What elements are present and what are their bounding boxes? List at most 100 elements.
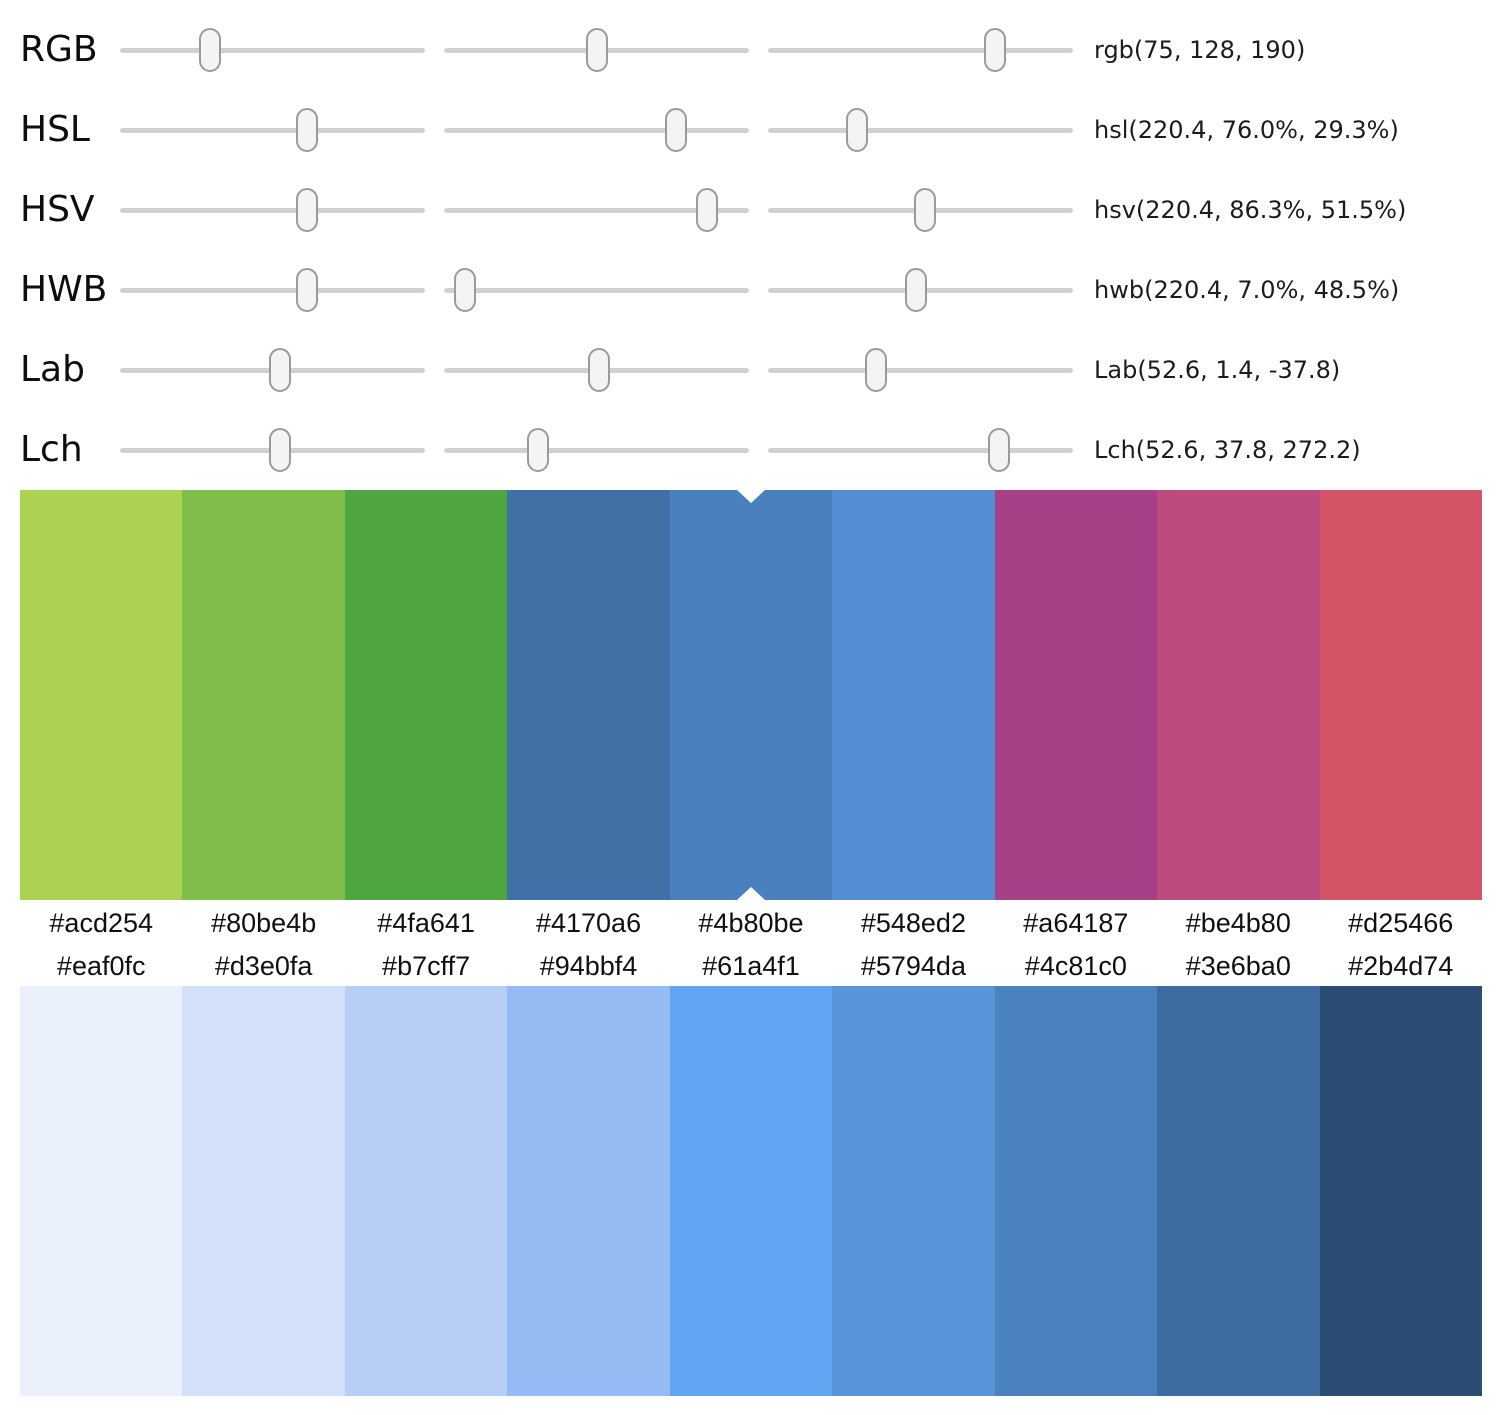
- shade-hex-label-1: #d3e0fa: [214, 950, 313, 981]
- hue-swatch-2[interactable]: [344, 490, 508, 900]
- shade-swatch-7[interactable]: [1157, 986, 1320, 1396]
- slider-row: HSV hsv(220.4, 86.3%, 51.5%): [0, 170, 1501, 250]
- lab-slider-handle-2[interactable]: [864, 348, 887, 392]
- hsl-slider-track-0[interactable]: [120, 108, 425, 152]
- shade-swatch-8[interactable]: [1319, 986, 1482, 1396]
- lab-slider-track-1[interactable]: [444, 348, 749, 392]
- rgb-slider-track-2[interactable]: [768, 28, 1073, 72]
- slider-row: Lab Lab(52.6, 1.4, -37.8): [0, 330, 1501, 410]
- hue-swatch-4[interactable]: [669, 490, 833, 900]
- shade-swatch-5[interactable]: [832, 986, 995, 1396]
- selected-swatch-notch-top: [737, 490, 765, 503]
- slider-track-group: [120, 428, 1073, 472]
- hue-swatch-3[interactable]: [507, 490, 670, 900]
- hue-hex-label-2: #4fa641: [377, 907, 475, 938]
- lch-slider-track-2[interactable]: [768, 428, 1073, 472]
- hue-hex-label-1: #80be4b: [211, 907, 317, 938]
- hsl-slider-track-2[interactable]: [768, 108, 1073, 152]
- slider-track-group: [120, 188, 1073, 232]
- hue-hex-label-7: #be4b80: [1185, 907, 1291, 938]
- slider-row: Lch Lch(52.6, 37.8, 272.2): [0, 410, 1501, 490]
- colorspace-label-lab: Lab: [20, 349, 85, 390]
- color-value-text: hsv(220.4, 86.3%, 51.5%): [1094, 196, 1407, 224]
- hwb-slider-track-2[interactable]: [768, 268, 1073, 312]
- hsv-slider-track-1[interactable]: [444, 188, 749, 232]
- slider-track-group: [120, 268, 1073, 312]
- colorspace-label-hsl: HSL: [20, 109, 90, 150]
- color-value-text: hsl(220.4, 76.0%, 29.3%): [1094, 116, 1399, 144]
- lab-slider-track-0[interactable]: [120, 348, 425, 392]
- color-value-text: Lch(52.6, 37.8, 272.2): [1094, 436, 1361, 464]
- shade-swatch-2[interactable]: [344, 986, 508, 1396]
- lab-slider-handle-1[interactable]: [587, 348, 610, 392]
- hsl-slider-handle-2[interactable]: [846, 108, 869, 152]
- slider-track-group: [120, 348, 1073, 392]
- lch-slider-handle-1[interactable]: [526, 428, 549, 472]
- hue-hex-label-4: #4b80be: [698, 907, 804, 938]
- hwb-slider-handle-0[interactable]: [295, 268, 318, 312]
- hue-hex-labels-row: #acd254 #80be4b #4fa641 #4170a6 #4b80be #548e…: [20, 900, 1482, 946]
- hue-swatch-7[interactable]: [1157, 490, 1320, 900]
- shade-hex-label-2: #b7cff7: [382, 950, 471, 981]
- color-sliders-panel: RGB rgb(75, 128, 190) HSL: [0, 0, 1501, 490]
- selected-swatch-notch-bottom: [737, 887, 765, 900]
- hue-swatch-8[interactable]: [1319, 490, 1482, 900]
- hue-swatch-5[interactable]: [832, 490, 995, 900]
- shade-hex-label-0: #eaf0fc: [56, 950, 146, 981]
- hwb-slider-track-1[interactable]: [444, 268, 749, 312]
- hsv-slider-track-0[interactable]: [120, 188, 425, 232]
- shade-hex-label-8: #2b4d74: [1348, 950, 1454, 981]
- colorspace-label-lch: Lch: [20, 429, 83, 470]
- color-value-text: rgb(75, 128, 190): [1094, 36, 1306, 64]
- hsv-slider-handle-0[interactable]: [295, 188, 318, 232]
- hue-swatch-0[interactable]: [20, 490, 183, 900]
- colorspace-label-hwb: HWB: [20, 269, 108, 310]
- colorspace-label-rgb: RGB: [20, 29, 98, 70]
- hue-hex-label-6: #a64187: [1023, 907, 1129, 938]
- lch-slider-handle-0[interactable]: [269, 428, 292, 472]
- hsl-slider-handle-1[interactable]: [664, 108, 687, 152]
- shade-swatch-6[interactable]: [994, 986, 1158, 1396]
- hwb-slider-track-0[interactable]: [120, 268, 425, 312]
- slider-track-group: [120, 108, 1073, 152]
- shade-hex-label-7: #3e6ba0: [1185, 950, 1291, 981]
- hsv-slider-handle-2[interactable]: [914, 188, 937, 232]
- shade-hex-label-4: #61a4f1: [702, 950, 800, 981]
- rgb-slider-handle-1[interactable]: [586, 28, 609, 72]
- rgb-slider-track-0[interactable]: [120, 28, 425, 72]
- rgb-slider-handle-2[interactable]: [984, 28, 1007, 72]
- shade-hex-label-3: #94bbf4: [539, 950, 638, 981]
- hsl-slider-track-1[interactable]: [444, 108, 749, 152]
- slider-row: RGB rgb(75, 128, 190): [0, 10, 1501, 90]
- hwb-slider-handle-2[interactable]: [904, 268, 927, 312]
- shade-palette: [20, 986, 1482, 1396]
- color-value-text: Lab(52.6, 1.4, -37.8): [1094, 356, 1341, 384]
- hue-swatch-1[interactable]: [182, 490, 345, 900]
- slider-track-group: [120, 28, 1073, 72]
- rgb-slider-track-1[interactable]: [444, 28, 749, 72]
- rgb-slider-handle-0[interactable]: [198, 28, 221, 72]
- shade-swatch-1[interactable]: [182, 986, 345, 1396]
- slider-row: HWB hwb(220.4, 7.0%, 48.5%): [0, 250, 1501, 330]
- slider-row: HSL hsl(220.4, 76.0%, 29.3%): [0, 90, 1501, 170]
- lab-slider-track-2[interactable]: [768, 348, 1073, 392]
- colorspace-label-hsv: HSV: [20, 189, 95, 230]
- hue-hex-label-0: #acd254: [49, 907, 154, 938]
- hsl-slider-handle-0[interactable]: [295, 108, 318, 152]
- hue-swatch-6[interactable]: [994, 490, 1158, 900]
- lab-slider-handle-0[interactable]: [269, 348, 292, 392]
- lch-slider-track-0[interactable]: [120, 428, 425, 472]
- hue-hex-label-3: #4170a6: [535, 907, 642, 938]
- shade-swatch-3[interactable]: [507, 986, 670, 1396]
- shade-swatch-4[interactable]: [669, 986, 833, 1396]
- hue-hex-label-5: #548ed2: [860, 907, 966, 938]
- shade-swatch-0[interactable]: [20, 986, 183, 1396]
- hsv-slider-handle-1[interactable]: [696, 188, 719, 232]
- shade-hex-label-6: #4c81c0: [1024, 950, 1127, 981]
- color-value-text: hwb(220.4, 7.0%, 48.5%): [1094, 276, 1400, 304]
- lch-slider-track-1[interactable]: [444, 428, 749, 472]
- hwb-slider-handle-1[interactable]: [454, 268, 477, 312]
- lch-slider-handle-2[interactable]: [987, 428, 1010, 472]
- hsv-slider-track-2[interactable]: [768, 188, 1073, 232]
